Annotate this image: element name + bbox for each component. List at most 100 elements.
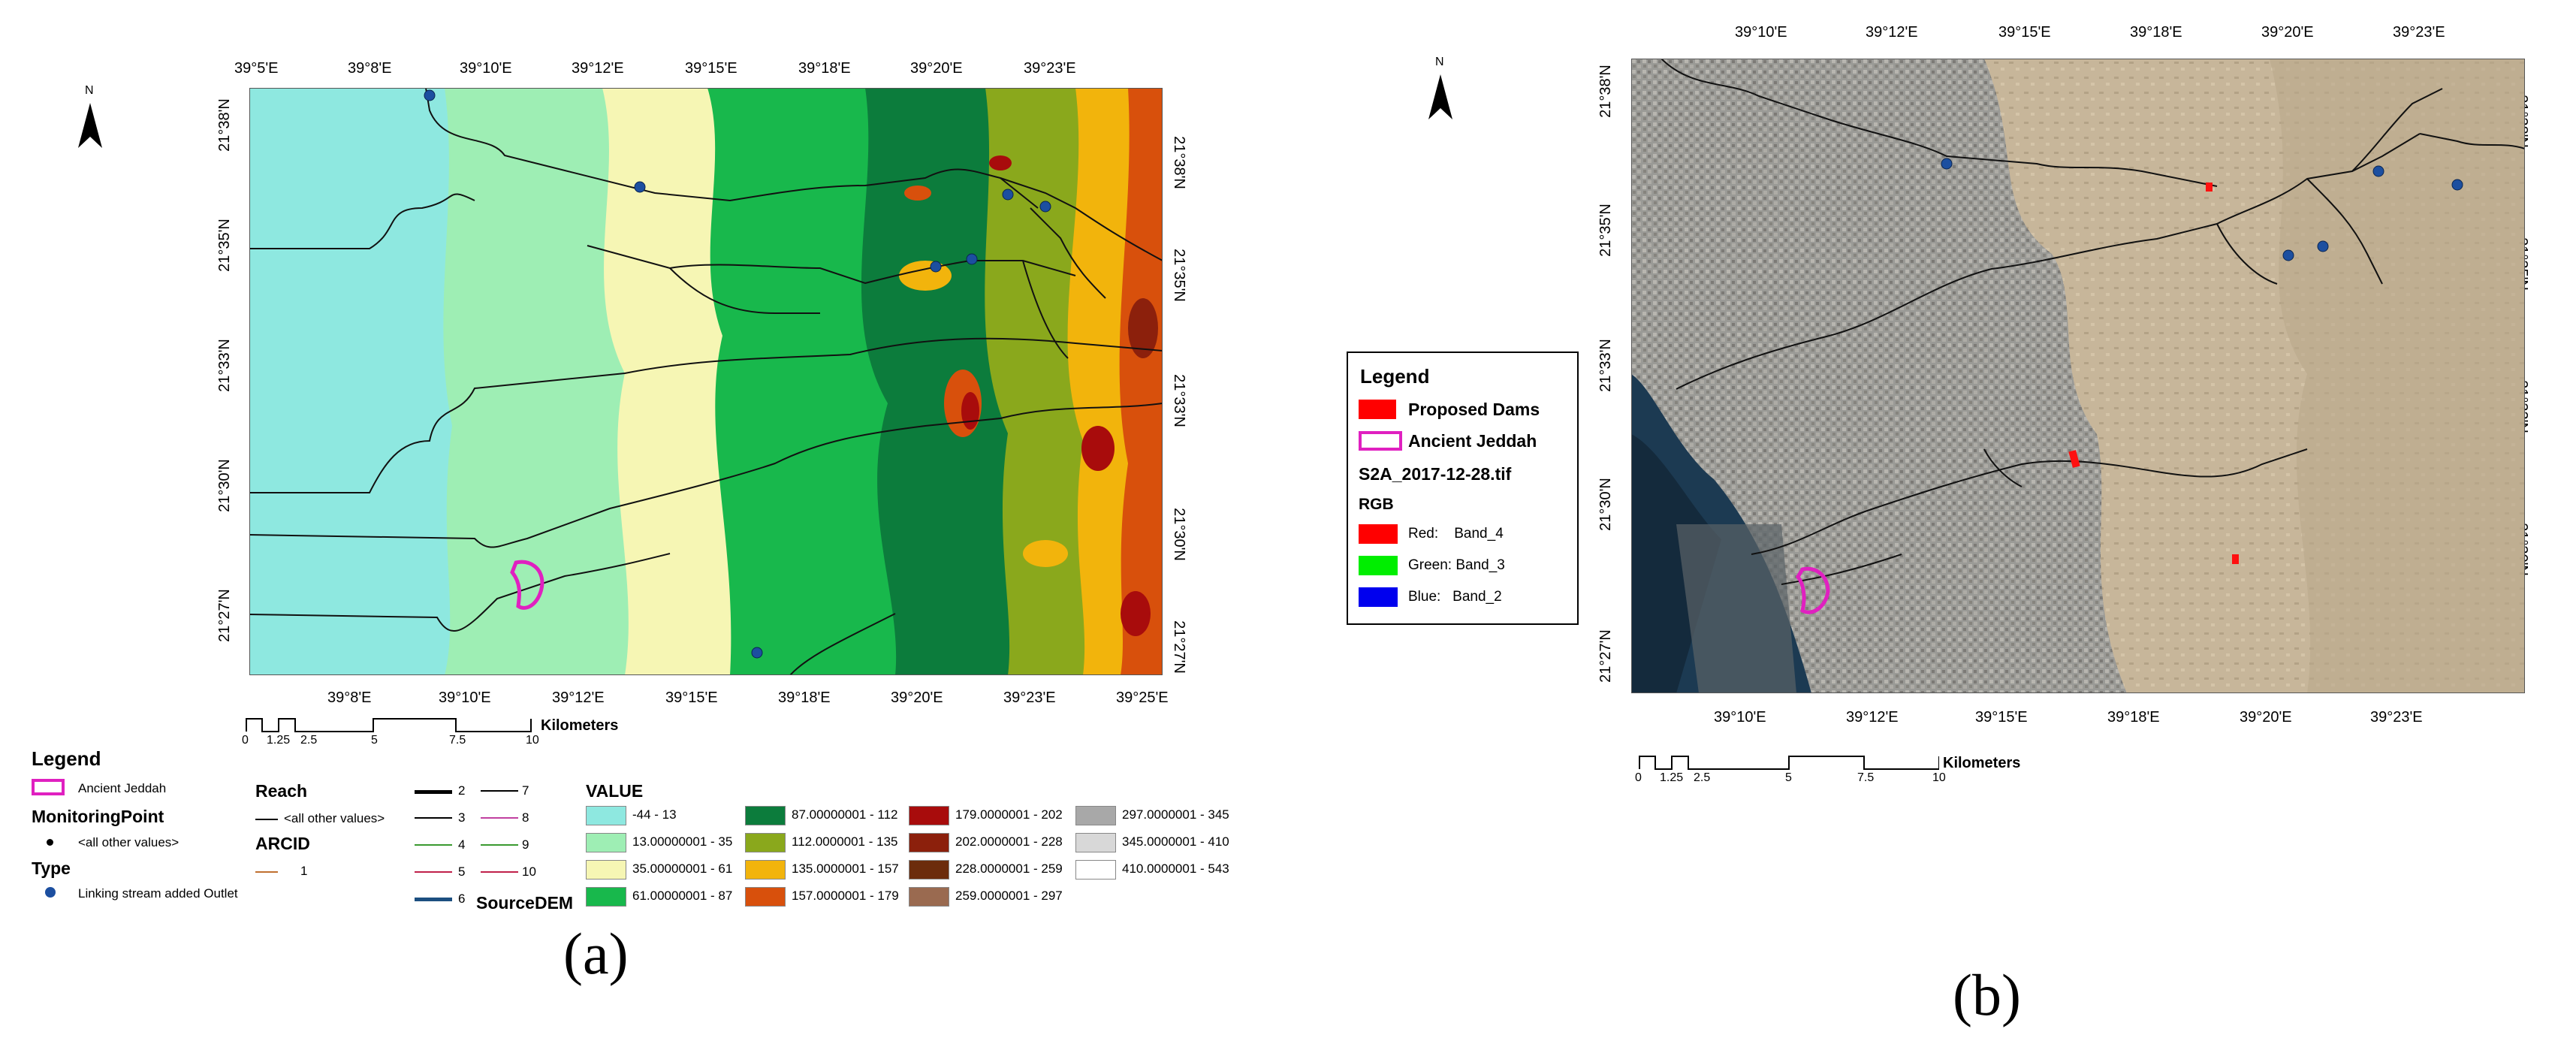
- caption-a: (a): [563, 921, 629, 986]
- tick-label: 39°5'E: [234, 60, 279, 77]
- reach-line-icon: [415, 790, 452, 794]
- tick-label: 21°33'N: [216, 339, 233, 392]
- monitoring-heading: MonitoringPoint: [32, 807, 164, 826]
- all-other-label: <all other values>: [78, 835, 179, 849]
- dem-class-swatch: [586, 833, 626, 852]
- red-band-swatch: [1359, 524, 1398, 544]
- ancient-jeddah-label: Ancient Jeddah: [1408, 431, 1537, 451]
- reach-number: 5: [458, 864, 466, 879]
- tick-label: 39°25'E: [1116, 689, 1169, 706]
- dem-class-label: 35.00000001 - 61: [632, 861, 733, 876]
- reach-number: 9: [522, 837, 529, 852]
- reach-number: 8: [522, 810, 529, 825]
- reach-line-icon: [415, 817, 452, 819]
- dem-class-label: 112.0000001 - 135: [792, 834, 898, 849]
- tick-label: 39°8'E: [348, 60, 392, 77]
- tick-label: 39°23'E: [1003, 689, 1056, 706]
- scale-label: 10: [526, 734, 539, 747]
- scale-label: 10: [1932, 771, 1946, 784]
- tick-label: 39°18'E: [798, 60, 851, 77]
- reach-number: 10: [522, 864, 536, 879]
- tick-label: 21°30'N: [216, 459, 233, 512]
- tick-label: 21°35'N: [216, 219, 233, 272]
- tick-label: 39°15'E: [685, 60, 738, 77]
- dem-map: [249, 88, 1163, 675]
- tick-label: 39°18'E: [778, 689, 831, 706]
- legend-title: Legend: [32, 747, 101, 770]
- reach-other-label: <all other values>: [284, 811, 385, 825]
- dem-class-swatch: [909, 806, 949, 825]
- dem-class-swatch: [586, 806, 626, 825]
- tick-label: 39°10'E: [1735, 24, 1787, 41]
- dem-class-swatch: [1075, 833, 1116, 852]
- reach-line-icon: [415, 898, 452, 901]
- reach-line-icon: [481, 844, 518, 846]
- scale-label: 5: [371, 734, 378, 747]
- tick-label: 39°20'E: [891, 689, 943, 706]
- tick-label: 39°23'E: [2370, 709, 2423, 726]
- proposed-dams-label: Proposed Dams: [1408, 400, 1540, 419]
- reach-line-icon: [415, 844, 452, 846]
- north-arrow-a: N: [75, 84, 105, 152]
- north-arrow-icon: [1428, 74, 1452, 119]
- dem-class-label: 297.0000001 - 345: [1122, 807, 1229, 822]
- scale-label: 5: [1785, 771, 1792, 784]
- dem-class-swatch: [586, 887, 626, 907]
- tick-label: 39°20'E: [2240, 709, 2292, 726]
- tick-label: 21°27'N: [216, 589, 233, 642]
- monitoring-dot-icon: [47, 839, 53, 846]
- tick-label: 39°23'E: [2393, 24, 2445, 41]
- tick-label: 39°12'E: [552, 689, 605, 706]
- tick-label: 39°15'E: [665, 689, 718, 706]
- tif-name: S2A_2017-12-28.tif: [1359, 464, 1512, 484]
- dem-class-label: 61.00000001 - 87: [632, 889, 733, 903]
- tick-label: 39°10'E: [1714, 709, 1766, 726]
- legend-title: Legend: [1360, 365, 1430, 388]
- scale-label: 7.5: [1857, 771, 1875, 784]
- reach-number: 6: [458, 892, 466, 906]
- tick-label: 21°38'N: [216, 98, 233, 152]
- reach-number: 3: [458, 810, 466, 825]
- scale-unit: Kilometers: [1943, 755, 2021, 771]
- dem-class-label: 13.00000001 - 35: [632, 834, 733, 849]
- dem-class-label: 228.0000001 - 259: [955, 861, 1063, 876]
- scale-label: 1.25: [267, 734, 291, 747]
- reach-heading: Reach: [255, 781, 308, 801]
- tick-label: 39°23'E: [1024, 60, 1076, 77]
- tick-label: 39°10'E: [439, 689, 491, 706]
- scale-label: 1.25: [1660, 771, 1684, 784]
- green-band-label: Green: Band_3: [1408, 557, 1505, 573]
- dem-class-swatch: [909, 833, 949, 852]
- tick-label: 39°12'E: [1866, 24, 1918, 41]
- green-band-swatch: [1359, 556, 1398, 575]
- reach-number: 4: [458, 837, 466, 852]
- tick-label: 21°27'N: [1170, 620, 1187, 674]
- dem-class-swatch: [745, 833, 786, 852]
- red-band-label: Red: Band_4: [1408, 526, 1504, 542]
- tick-label: 21°33'N: [1170, 374, 1187, 427]
- outlet-point-icon: [45, 887, 56, 898]
- tick-label: 39°18'E: [2130, 24, 2182, 41]
- ancient-jeddah-swatch: [1359, 431, 1402, 451]
- dem-class-label: 345.0000001 - 410: [1122, 834, 1229, 849]
- value-heading: VALUE: [586, 781, 644, 801]
- dem-class-swatch: [745, 887, 786, 907]
- dem-class-label: 259.0000001 - 297: [955, 889, 1063, 903]
- satellite-map: [1631, 59, 2525, 693]
- dem-class-swatch: [745, 860, 786, 880]
- reach-line-icon: [415, 871, 452, 873]
- tick-label: 39°20'E: [2261, 24, 2314, 41]
- north-arrow-icon: [78, 103, 102, 148]
- north-label: N: [85, 84, 94, 97]
- tick-label: 21°27'N: [1597, 629, 1614, 683]
- dem-class-label: 179.0000001 - 202: [955, 807, 1063, 822]
- proposed-dams-swatch: [1359, 400, 1396, 419]
- dem-class-label: -44 - 13: [632, 807, 677, 822]
- tick-label: 21°35'N: [1597, 204, 1614, 257]
- rgb-heading: RGB: [1359, 496, 1394, 513]
- arcid-heading: ARCID: [255, 834, 310, 853]
- north-arrow-b: N: [1425, 56, 1455, 123]
- scale-bar-b: 0 1.25 2.5 5 7.5 10 Kilometers: [1635, 755, 2020, 800]
- dem-class-label: 87.00000001 - 112: [792, 807, 898, 822]
- reach-line-icon: [481, 871, 518, 873]
